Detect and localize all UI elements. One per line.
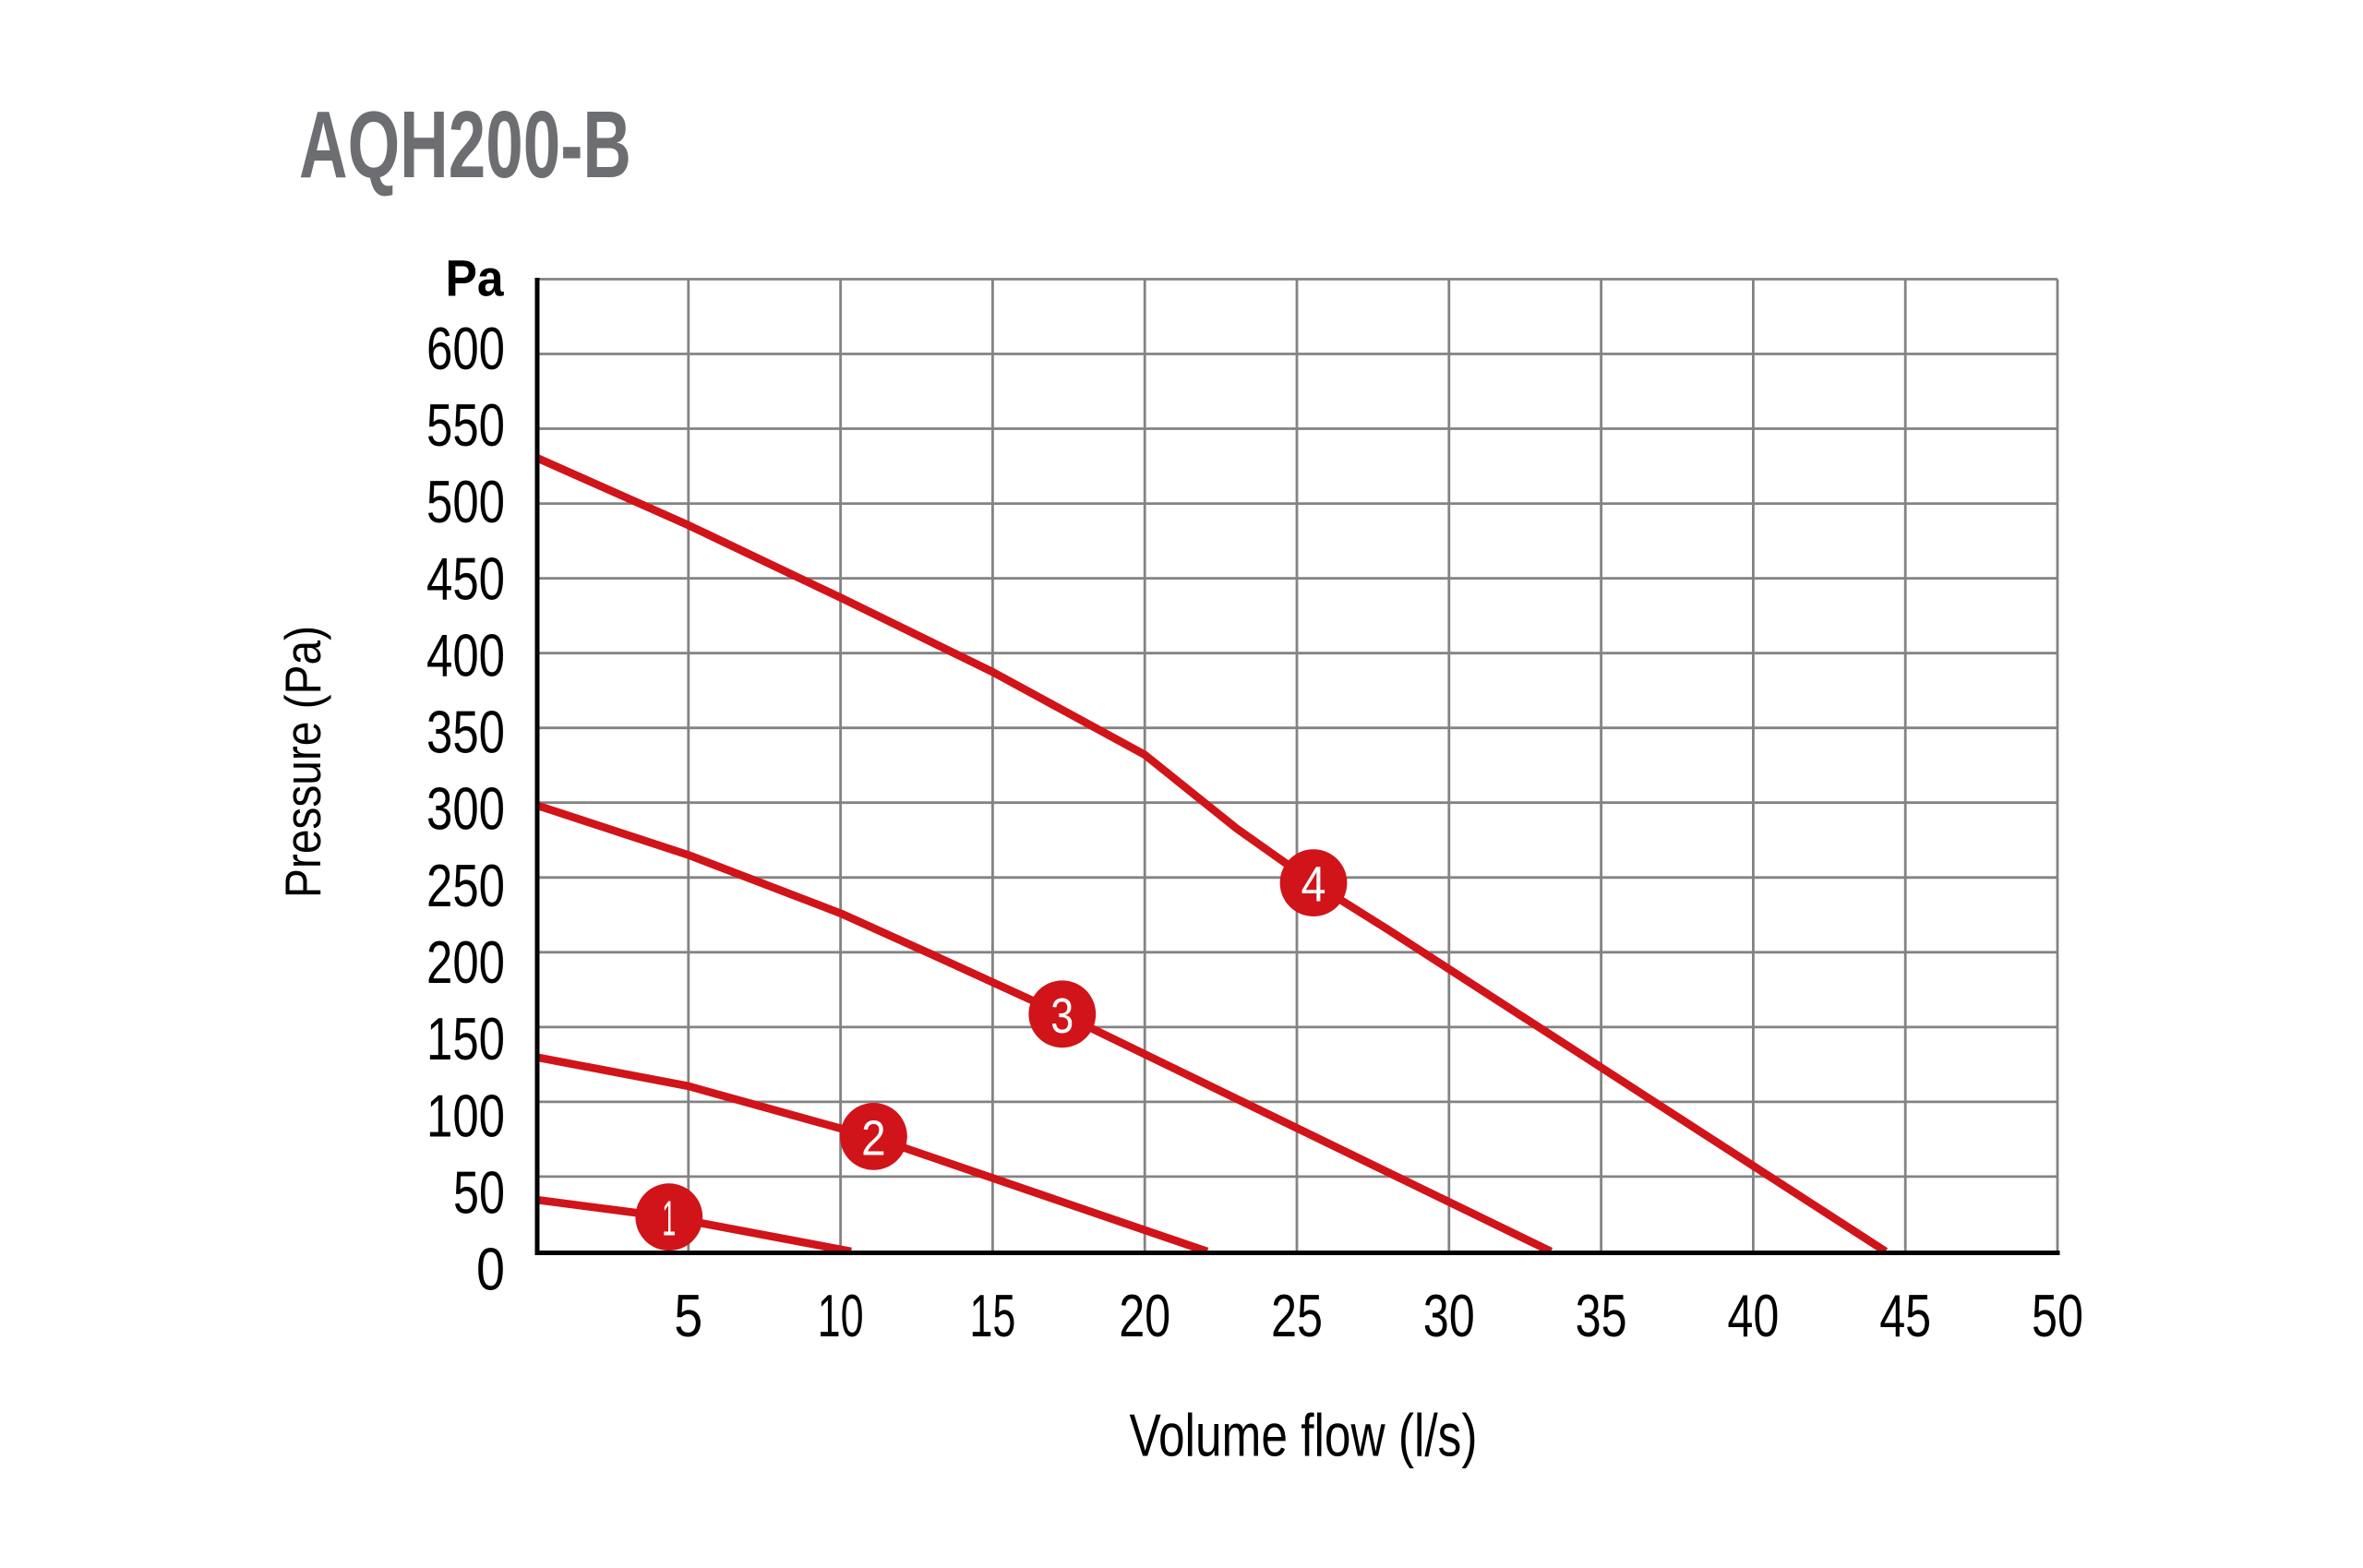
svg-text:150: 150 — [426, 1005, 505, 1072]
svg-text:Pressure (Pa): Pressure (Pa) — [274, 626, 331, 898]
svg-text:Pa: Pa — [446, 249, 505, 307]
svg-text:AQH200-B: AQH200-B — [299, 91, 631, 197]
svg-text:500: 500 — [426, 468, 505, 535]
svg-text:1: 1 — [662, 1191, 676, 1247]
svg-text:30: 30 — [1423, 1282, 1475, 1349]
svg-text:600: 600 — [426, 315, 505, 382]
svg-text:5: 5 — [674, 1282, 702, 1349]
svg-text:40: 40 — [1727, 1282, 1779, 1349]
svg-text:200: 200 — [426, 928, 505, 996]
svg-text:300: 300 — [426, 775, 505, 843]
svg-text:20: 20 — [1119, 1282, 1170, 1349]
svg-text:50: 50 — [2032, 1282, 2083, 1349]
svg-text:2: 2 — [861, 1110, 886, 1166]
svg-text:250: 250 — [426, 852, 505, 919]
svg-text:450: 450 — [426, 545, 505, 612]
svg-text:10: 10 — [818, 1282, 864, 1349]
svg-text:350: 350 — [426, 699, 505, 766]
svg-text:25: 25 — [1271, 1282, 1323, 1349]
svg-text:400: 400 — [426, 621, 505, 688]
svg-text:45: 45 — [1879, 1282, 1931, 1349]
svg-text:100: 100 — [426, 1082, 505, 1149]
svg-text:4: 4 — [1301, 857, 1326, 913]
svg-text:550: 550 — [426, 391, 505, 459]
svg-text:50: 50 — [453, 1159, 505, 1227]
svg-text:3: 3 — [1050, 988, 1074, 1044]
svg-text:35: 35 — [1576, 1282, 1627, 1349]
svg-text:Volume flow (l/s): Volume flow (l/s) — [1130, 1402, 1478, 1469]
svg-text:15: 15 — [969, 1282, 1015, 1349]
svg-text:0: 0 — [476, 1236, 505, 1303]
